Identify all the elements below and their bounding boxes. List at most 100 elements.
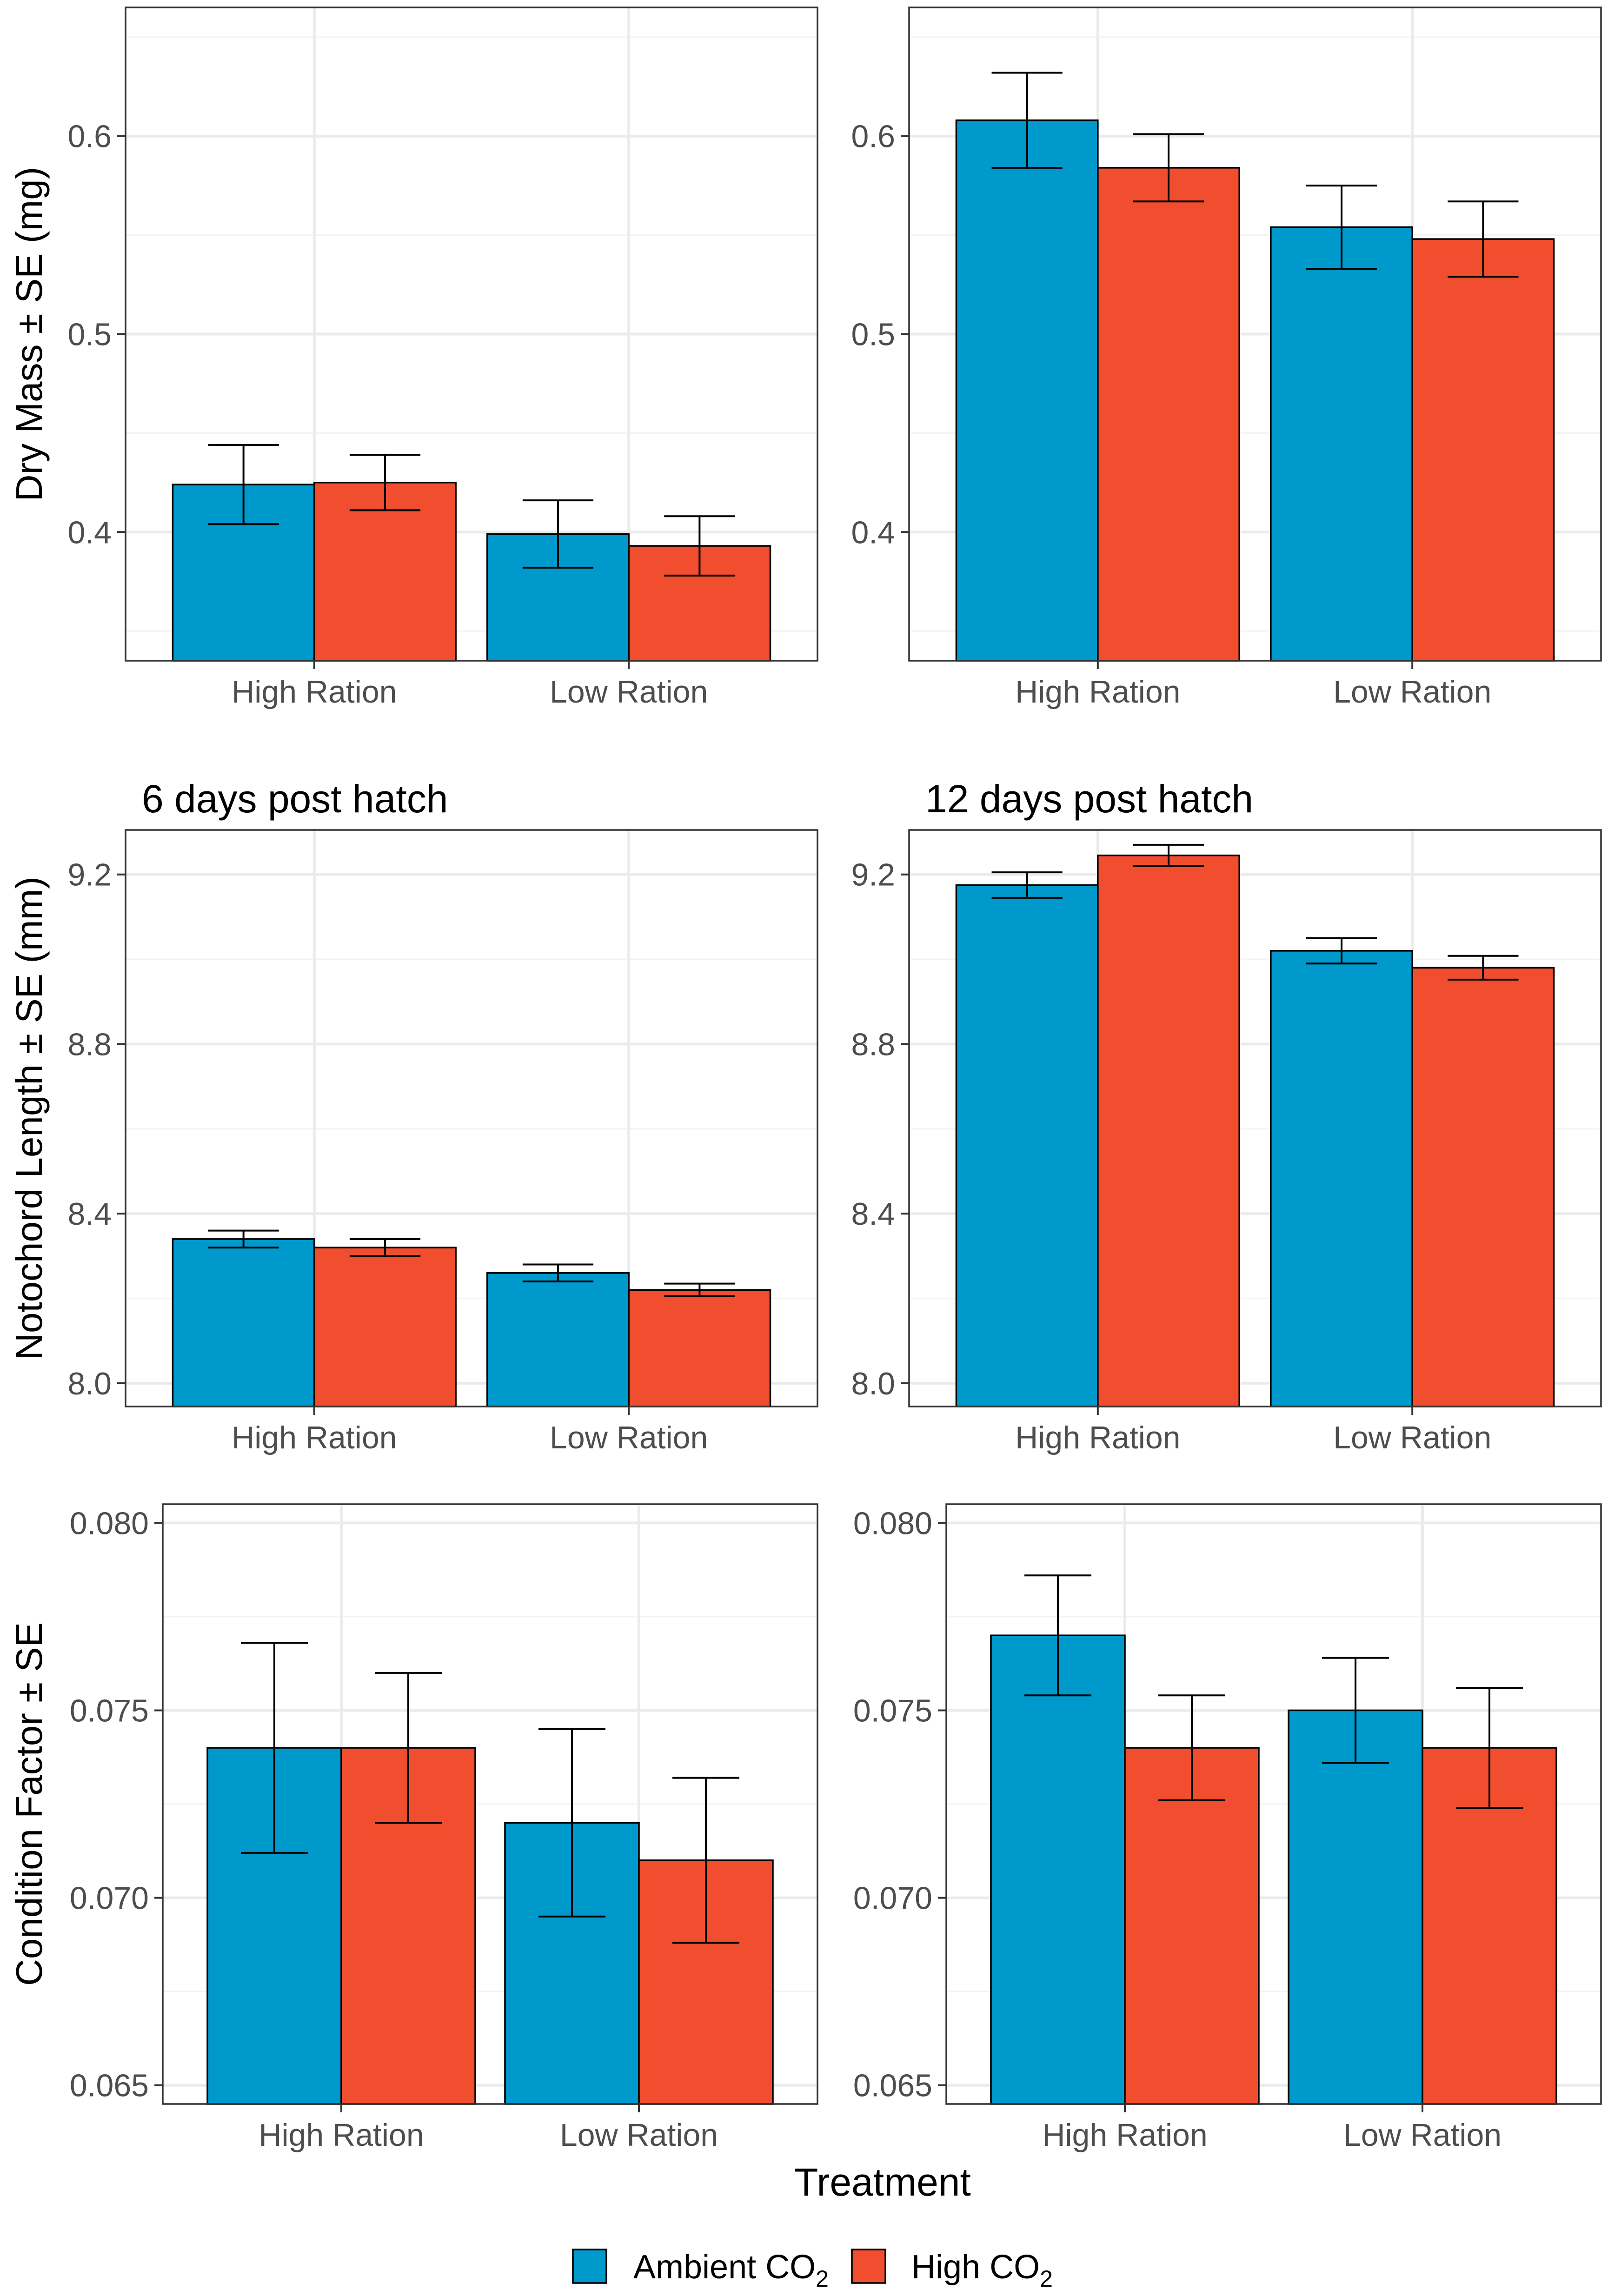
x-tick-label: Low Ration — [560, 2117, 718, 2153]
bar-ambient-low-ration — [486, 1272, 630, 1407]
y-axis-label: Condition Factor ± SE — [8, 1622, 50, 1986]
x-tick-label: High Ration — [1015, 674, 1180, 710]
panel-mass_6: 0.4 0.5 0.6 High Ration Low Ration Dry Mass ±… — [8, 7, 818, 710]
x-tick-label: Low Ration — [1343, 2117, 1502, 2153]
error-bar-ambient-low-ration — [1306, 937, 1377, 965]
x-tick-label: High Ration — [259, 2117, 424, 2153]
x-tick-label: Low Ration — [550, 674, 708, 710]
panel-border — [162, 1503, 818, 2105]
y-tick-label: 0.6 — [851, 119, 895, 154]
error-bar-high-high-ration — [375, 1672, 442, 1824]
error-bar-ambient-low-ration — [1306, 185, 1377, 270]
y-tick-label: 0.070 — [853, 1881, 932, 1916]
error-bar-ambient-low-ration — [538, 1728, 605, 1918]
y-tick-label: 0.065 — [853, 2068, 932, 2104]
y-axis-label: Dry Mass ± SE (mg) — [8, 167, 50, 502]
x-tick-label: High Ration — [1042, 2117, 1207, 2153]
bar-high-high-ration — [313, 1247, 457, 1407]
legend-ambient-subscript: 2 — [816, 2266, 829, 2292]
y-tick-label: 9.2 — [851, 857, 895, 893]
bar-ambient-high-ration — [172, 1238, 315, 1407]
panel-length_6: 8.0 8.4 8.8 9.2 High Ration Low Ration 6 days … — [8, 777, 818, 1455]
legend-label-ambient: Ambient CO2 — [633, 2249, 829, 2292]
bar-ambient-low-ration — [1288, 1709, 1423, 2105]
y-tick-label: 9.2 — [67, 857, 112, 893]
bar-high-high-ration — [1097, 854, 1240, 1407]
legend: Ambient CO2 High CO2 — [572, 2249, 1053, 2292]
y-tick-label: 0.065 — [70, 2068, 149, 2104]
error-bar-high-high-ration — [349, 454, 421, 511]
error-bar-ambient-high-ration — [208, 444, 279, 525]
error-bar-high-high-ration — [1133, 133, 1204, 203]
panel-title: 6 days post hatch — [142, 777, 448, 821]
error-bar-ambient-high-ration — [208, 1229, 279, 1249]
error-bar-high-low-ration — [664, 515, 735, 577]
bar-ambient-low-ration — [1270, 226, 1413, 662]
legend-ambient-text: Ambient CO — [633, 2249, 816, 2286]
y-tick-label: 0.4 — [851, 515, 895, 550]
error-bar-high-high-ration — [349, 1238, 421, 1257]
y-tick-label: 0.080 — [853, 1506, 932, 1541]
panel-cond_6: 0.065 0.070 0.075 0.080 High Ration Low Ratio… — [8, 1503, 818, 2153]
panel-title: 12 days post hatch — [925, 777, 1253, 821]
error-bar-ambient-low-ration — [522, 499, 594, 569]
y-tick-label: 8.4 — [67, 1196, 112, 1232]
error-bar-ambient-low-ration — [522, 1263, 594, 1283]
error-bar-ambient-low-ration — [1322, 1657, 1389, 1764]
error-bar-high-high-ration — [1133, 843, 1204, 867]
y-tick-label: 0.4 — [67, 515, 112, 550]
bar-high-low-ration — [1411, 967, 1555, 1407]
y-tick-label: 8.0 — [851, 1366, 895, 1401]
x-tick-label: High Ration — [232, 674, 397, 710]
error-bar-ambient-high-ration — [1024, 1574, 1091, 1697]
error-bar-ambient-high-ration — [991, 871, 1063, 899]
panel-length_12: 8.0 8.4 8.8 9.2 High Ration Low Ration 12 days… — [851, 777, 1602, 1455]
y-tick-label: 8.4 — [851, 1196, 895, 1232]
bar-high-high-ration — [1097, 167, 1240, 662]
panel-mass_12: 0.4 0.5 0.6 High Ration Low Ration — [851, 7, 1602, 710]
y-axis-label: Notochord Length ± SE (mm) — [8, 876, 50, 1360]
panel-border — [945, 1503, 1602, 2105]
error-bar-ambient-high-ration — [991, 72, 1063, 169]
legend-high-text: High CO — [911, 2249, 1040, 2286]
x-axis-title: Treatment — [794, 2160, 971, 2204]
error-bar-high-low-ration — [1456, 1687, 1523, 1809]
error-bar-high-low-ration — [1448, 955, 1519, 981]
y-tick-label: 0.075 — [70, 1693, 149, 1728]
y-tick-label: 0.080 — [70, 1506, 149, 1541]
legend-key-high — [851, 2249, 886, 2284]
x-tick-label: High Ration — [1015, 1420, 1180, 1455]
y-tick-label: 0.075 — [853, 1693, 932, 1728]
x-tick-label: Low Ration — [550, 1420, 708, 1455]
panels: 0.4 0.5 0.6 High Ration Low Ration Dry Mass ±… — [8, 7, 1602, 2153]
x-tick-label: Low Ration — [1333, 674, 1491, 710]
error-bar-ambient-high-ration — [241, 1642, 308, 1854]
y-tick-label: 8.8 — [851, 1027, 895, 1062]
bar-high-low-ration — [628, 1289, 771, 1407]
legend-label-high: High CO2 — [911, 2249, 1053, 2292]
legend-key-ambient — [572, 2249, 607, 2284]
panel-border — [125, 829, 818, 1407]
y-tick-label: 0.5 — [851, 317, 895, 352]
x-tick-label: High Ration — [232, 1420, 397, 1455]
panel-cond_12: 0.065 0.070 0.075 0.080 High Ration Low Ratio… — [853, 1503, 1602, 2153]
y-tick-label: 8.8 — [67, 1027, 112, 1062]
bar-ambient-high-ration — [990, 1634, 1126, 2105]
error-bar-high-low-ration — [664, 1282, 735, 1297]
bar-high-low-ration — [1411, 238, 1555, 662]
error-bar-high-high-ration — [1158, 1694, 1225, 1801]
error-bar-high-low-ration — [1448, 200, 1519, 278]
error-bar-high-low-ration — [672, 1777, 739, 1944]
bar-ambient-high-ration — [955, 119, 1099, 662]
legend-high-subscript: 2 — [1040, 2266, 1053, 2292]
x-tick-label: Low Ration — [1333, 1420, 1491, 1455]
y-tick-label: 0.5 — [67, 317, 112, 352]
bar-ambient-low-ration — [1270, 950, 1413, 1407]
bar-ambient-high-ration — [955, 884, 1099, 1407]
bar-high-high-ration — [1124, 1747, 1260, 2105]
y-tick-label: 0.070 — [70, 1881, 149, 1916]
y-tick-label: 0.6 — [67, 119, 112, 154]
y-tick-label: 8.0 — [67, 1366, 112, 1401]
panel-border — [908, 829, 1602, 1407]
